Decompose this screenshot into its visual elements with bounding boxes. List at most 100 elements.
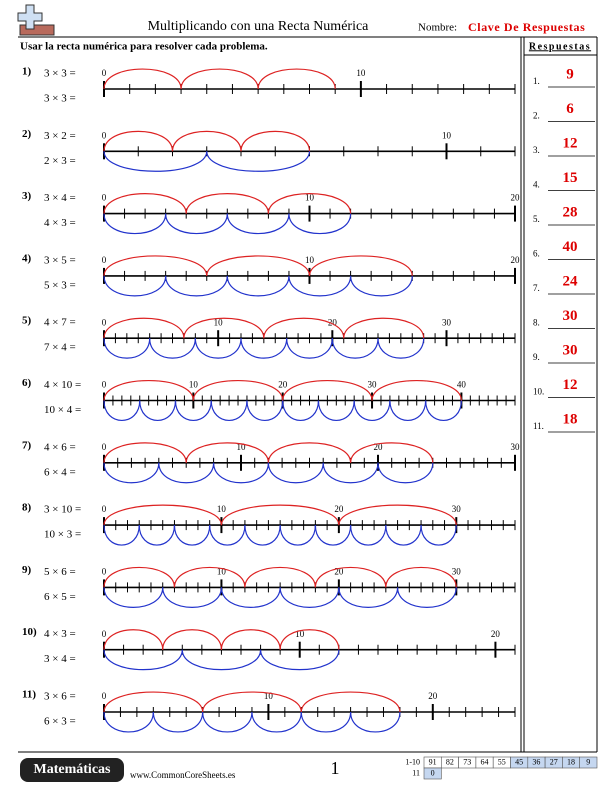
jump-arc [213,462,269,484]
tick-label: 30 [511,442,521,452]
jump-arc [103,504,223,526]
problem-top: 3 × 5 = [44,254,76,266]
jump-arc [206,255,311,276]
jump-arc [350,275,413,297]
jump-arc [103,317,185,339]
jump-arc [103,193,187,214]
problem-number: 2) [22,128,32,140]
jump-arc [103,338,151,359]
problem-number: 4) [22,252,32,264]
jump-arc [165,275,228,297]
jump-arc [288,275,352,297]
name-label: Nombre: [418,22,457,34]
problem-top: 3 × 2 = [44,130,76,142]
score-value: 45 [515,757,523,766]
jump-arc [194,338,242,359]
answer-label: 6. [533,249,540,259]
problem-top: 3 × 4 = [44,192,76,204]
tick-label: 0 [102,193,107,203]
jump-arc [185,193,269,214]
jump-arc [338,504,457,526]
jump-arc [209,525,246,546]
tick-label: 40 [457,380,467,390]
tick-label: 0 [102,380,107,390]
jump-arc [103,442,187,463]
jump-arc [300,691,401,713]
tick-label: 10 [442,130,452,140]
jump-arc [103,400,141,422]
score-value: 9 [586,757,590,766]
problem-top: 3 × 3 = [44,68,76,80]
problem-top: 4 × 6 = [44,441,76,453]
answer-value: 12 [563,377,578,393]
problem-bottom: 10 × 4 = [44,404,81,416]
jump-arc [138,525,176,546]
tick-label: 0 [102,68,107,78]
jump-arc [267,193,352,214]
score-value: 91 [429,757,437,766]
answer-label: 11. [533,421,544,431]
problem-bottom: 6 × 5 = [44,591,76,603]
jump-arc [181,649,262,671]
problem-top: 4 × 7 = [44,317,76,329]
jump-arc [314,566,387,588]
problem-bottom: 2 × 3 = [44,155,76,167]
score-value: 73 [463,757,471,766]
problem-bottom: 3 × 4 = [44,653,76,665]
jump-arc [220,629,281,650]
tick-label: 10 [295,629,305,639]
problem-number: 5) [22,315,32,327]
tick-label: 10 [264,691,274,701]
jump-arc [152,711,204,733]
tick-label: 20 [491,629,501,639]
problem-number: 6) [22,377,32,389]
tick-label: 30 [452,566,462,576]
score-value: 64 [481,757,489,766]
problem-number: 10) [22,626,37,638]
jump-arc [103,379,194,401]
jump-arc [286,338,333,359]
tick-label: 30 [368,380,378,390]
jump-arc [377,338,425,359]
problem-bottom: 7 × 4 = [44,342,76,354]
answer-label: 1. [533,76,540,86]
tick-label: 0 [102,442,107,452]
jump-arc [173,566,246,588]
jump-arc [263,317,345,339]
jump-arc [350,711,401,733]
jump-arc [103,462,160,484]
jump-arc [244,525,281,546]
answer-label: 5. [533,214,540,224]
jump-arc [103,587,164,608]
answer-label: 3. [533,145,540,155]
problem-top: 3 × 10 = [44,504,81,516]
tick-label: 0 [102,130,107,140]
jump-arc [267,442,352,463]
jump-arc [103,711,154,733]
score-cell [579,756,598,769]
problem-bottom: 5 × 3 = [44,279,76,291]
answer-label: 7. [533,283,540,293]
tick-label: 10 [217,504,227,514]
problem-number: 3) [22,190,32,202]
answer-panel [18,37,598,753]
jump-arc [171,130,242,152]
score-value: 82 [446,757,454,766]
answer-label: 8. [533,318,540,328]
jump-arc [162,629,223,650]
answer-value: 28 [563,204,578,220]
answer-value: 30 [563,308,578,324]
tick-label: 10 [214,317,224,327]
jump-arc [389,400,427,422]
jump-arc [244,566,316,588]
jump-arc [425,400,462,422]
answer-label: 10. [533,387,544,397]
jump-arc [385,525,422,546]
tick-label: 10 [189,380,199,390]
jump-arc [257,68,336,90]
answer-value: 15 [563,170,578,186]
jump-arc [331,338,379,359]
logo [17,4,55,36]
jump-arc [220,504,340,526]
jump-arc [103,130,174,152]
